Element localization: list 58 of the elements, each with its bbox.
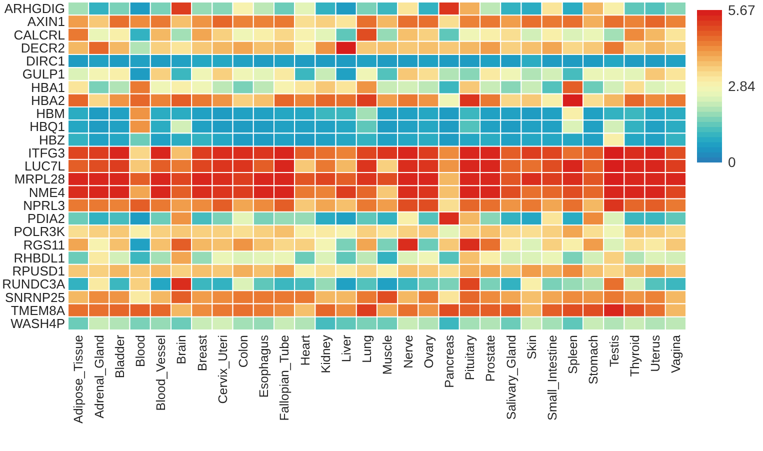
x-tick-label: Fallopian_Tube	[278, 334, 292, 421]
x-tick-label: Esophagus	[257, 335, 272, 398]
x-tick-label: Pancreas	[442, 335, 456, 388]
y-tick-label: NPRL3	[23, 198, 65, 213]
y-tick-label: SNRNP25	[5, 290, 65, 305]
x-tick-label: Adipose_Tissue	[72, 334, 86, 424]
x-tick-label: Brain	[174, 334, 189, 364]
y-tick-label: HBA2	[31, 92, 65, 108]
y-tick-label: GULP1	[22, 66, 65, 82]
x-tick-label: Blood	[133, 334, 148, 367]
y-tick-label: HBQ1	[30, 119, 65, 134]
x-tick-label: Ovary	[422, 334, 436, 368]
x-tick-label: Breast	[195, 334, 210, 372]
x-tick-label: Liver	[339, 335, 354, 362]
x-tick-label: Small_Intestine	[545, 334, 560, 420]
y-tick-label: RHBDL1	[14, 250, 65, 266]
x-tick-label: Skin	[524, 334, 539, 360]
x-tick-label: Cervix_Uteri	[216, 335, 230, 404]
x-tick-label: Spleen	[566, 334, 580, 374]
x-tick-label: Blood_Vessel	[154, 335, 168, 411]
y-tick-label: HBA1	[31, 80, 65, 95]
x-tick-label: Vagina	[669, 334, 684, 373]
y-tick-label: NME4	[28, 184, 65, 200]
x-tick-label: Heart	[298, 334, 312, 366]
x-tick-label: Pituitary	[463, 334, 478, 380]
y-tick-label: ITFG3	[28, 145, 65, 160]
x-tick-label: Thyroid	[628, 334, 642, 377]
x-tick-label: Uterus	[648, 335, 662, 372]
x-tick-label: Lung	[360, 334, 374, 363]
y-tick-label: DECR2	[20, 40, 65, 56]
x-tick-label: Stomach	[586, 334, 601, 384]
color-bar-label: 5.67	[728, 2, 756, 18]
color-bar-label: 2.84	[728, 78, 756, 94]
y-tick-label: TMEM8A	[10, 302, 66, 318]
y-tick-label: CALCRL	[14, 27, 65, 42]
y-tick-label: AXIN1	[27, 14, 65, 30]
y-tick-label: MRPL28	[14, 172, 65, 187]
y-tick-label: RGS11	[23, 237, 65, 252]
y-tick-label: ARHGDIG	[4, 1, 65, 16]
y-tick-label: PDIA2	[27, 211, 65, 226]
y-tick-label: LUC7L	[24, 158, 65, 174]
x-tick-label: Kidney	[318, 334, 333, 374]
y-tick-label: POLR3K	[14, 224, 66, 240]
x-tick-label: Salivary_Gland	[504, 334, 518, 420]
y-tick-label: RUNDC3A	[2, 276, 66, 292]
color-bar-label: 0	[728, 154, 736, 170]
x-tick-label: Muscle	[380, 334, 395, 375]
y-tick-label: DIRC1	[26, 54, 65, 69]
x-tick-label: Colon	[236, 334, 250, 368]
y-tick-label: WASH4P	[10, 316, 65, 331]
x-tick-label: Adrenal_Gland	[92, 334, 106, 418]
x-tick-label: Nerve	[401, 334, 416, 368]
y-tick-label: HBM	[36, 106, 65, 122]
x-tick-label: Prostate	[484, 334, 498, 382]
x-tick-label: Bladder	[112, 335, 127, 378]
y-tick-label: RPUSD1	[12, 264, 65, 279]
x-tick-label: Testis	[607, 335, 622, 367]
y-tick-label: HBZ	[39, 132, 66, 148]
